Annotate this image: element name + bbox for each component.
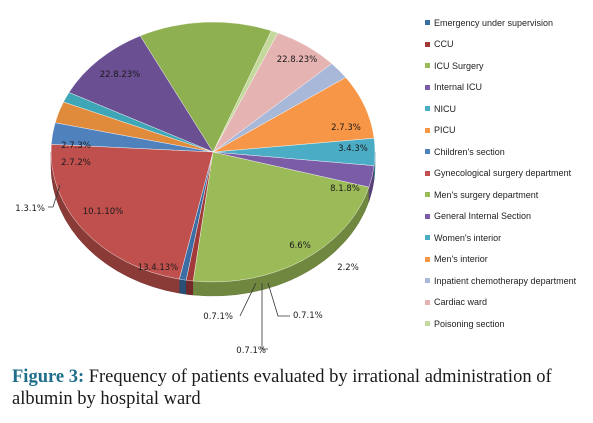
- legend-swatch: [425, 20, 430, 26]
- legend-swatch: [425, 149, 430, 155]
- legend-label: Inpatient chemotherapy department: [434, 275, 577, 286]
- legend-swatch: [425, 63, 430, 69]
- pie-data-label: 3.4.3%: [338, 144, 368, 154]
- pie-leader-line: [239, 282, 257, 317]
- legend-item: NICU: [425, 98, 593, 120]
- legend-item: Children's section: [425, 141, 593, 163]
- pie-data-label: 0.7.1%: [236, 346, 266, 356]
- legend-swatch: [425, 84, 430, 90]
- legend-item: General Internal Section: [425, 206, 593, 228]
- legend-item: Men's surgery department: [425, 184, 593, 206]
- pie-data-label: 0.7.1%: [293, 311, 323, 321]
- pie-data-label: 0.7.1%: [203, 312, 233, 322]
- legend-swatch: [425, 278, 430, 284]
- legend-item: Women's interior: [425, 227, 593, 249]
- legend-item: PICU: [425, 120, 593, 142]
- pie-slice: [193, 151, 370, 283]
- legend-swatch: [425, 256, 430, 262]
- legend-item: Emergency under supervision: [425, 12, 593, 34]
- legend-swatch: [425, 192, 430, 198]
- legend-label: Internal ICU: [434, 82, 483, 93]
- legend-label: ICU Surgery: [434, 60, 484, 71]
- legend-label: Emergency under supervision: [434, 17, 554, 28]
- pie-data-label: 2.7.3%: [331, 123, 361, 133]
- legend-label: Children's section: [434, 146, 505, 157]
- pie-data-label: 22.8.23%: [277, 55, 318, 65]
- legend-swatch: [425, 235, 430, 241]
- pie-top: [50, 21, 376, 283]
- pie-leader-line: [48, 184, 61, 208]
- pie-data-label: 2.7.3%: [61, 141, 91, 151]
- pie-leader-line: [261, 283, 268, 350]
- legend-label: NICU: [434, 103, 456, 114]
- pie-data-label: 2.7.2%: [61, 158, 91, 168]
- pie-slice-side: [186, 279, 194, 296]
- legend-item: ICU Surgery: [425, 55, 593, 77]
- legend-swatch: [425, 41, 430, 47]
- pie-data-label: 8.1.8%: [330, 184, 360, 194]
- figure-caption: Figure 3: Frequency of patients evaluate…: [12, 366, 587, 410]
- legend-item: CCU: [425, 34, 593, 56]
- legend-item: Inpatient chemotherapy department: [425, 270, 593, 292]
- legend-swatch: [425, 106, 430, 112]
- pie-leaders: [48, 184, 290, 350]
- pie-leader-line: [267, 282, 290, 317]
- pie-slice: [50, 144, 214, 280]
- pie-data-label: 6.6%: [289, 241, 311, 251]
- caption-text: Frequency of patients evaluated by irrat…: [12, 367, 552, 409]
- pie-slice: [68, 35, 214, 153]
- legend-swatch: [425, 299, 430, 305]
- legend-item: Gynecological surgery department: [425, 163, 593, 185]
- legend-label: CCU: [434, 39, 454, 50]
- pie-data-label: 13.4.13%: [138, 263, 179, 273]
- legend-label: Gynecological surgery department: [434, 168, 572, 179]
- legend-swatch: [425, 321, 430, 327]
- legend-swatch: [425, 213, 430, 219]
- pie-data-label: 2.2%: [337, 263, 359, 273]
- legend-item: Cardiac ward: [425, 292, 593, 314]
- pie-data-label: 1.3.1%: [15, 204, 45, 214]
- legend-label: General Internal Section: [434, 211, 532, 222]
- pie-data-label: 22.8.23%: [100, 70, 141, 80]
- legend-label: Cardiac ward: [434, 297, 488, 308]
- legend-label: Men's interior: [434, 254, 488, 265]
- legend-label: Poisoning section: [434, 318, 505, 329]
- pie-chart: 0.7.1% 0.7.1% 22.8.23% 2.7.3% 3.4.3% 8.1.8% 2.…: [15, 21, 376, 356]
- legend-item: Men's interior: [425, 249, 593, 271]
- pie-labels: 0.7.1% 0.7.1% 22.8.23% 2.7.3% 3.4.3% 8.1.8% 2.…: [15, 55, 368, 356]
- pie-slice: [139, 21, 272, 153]
- legend-label: Men's surgery department: [434, 189, 539, 200]
- legend-label: PICU: [434, 125, 456, 136]
- pie-slice-side: [179, 278, 187, 295]
- caption-figure-label: Figure 3:: [12, 367, 85, 387]
- legend: Emergency under supervision CCU ICU Surger…: [425, 12, 593, 335]
- pie-data-label: 10.1.10%: [83, 207, 124, 217]
- legend-swatch: [425, 127, 430, 133]
- legend-item: Internal ICU: [425, 77, 593, 99]
- legend-swatch: [425, 170, 430, 176]
- legend-label: Women's interior: [434, 232, 502, 243]
- legend-item: Poisoning section: [425, 313, 593, 335]
